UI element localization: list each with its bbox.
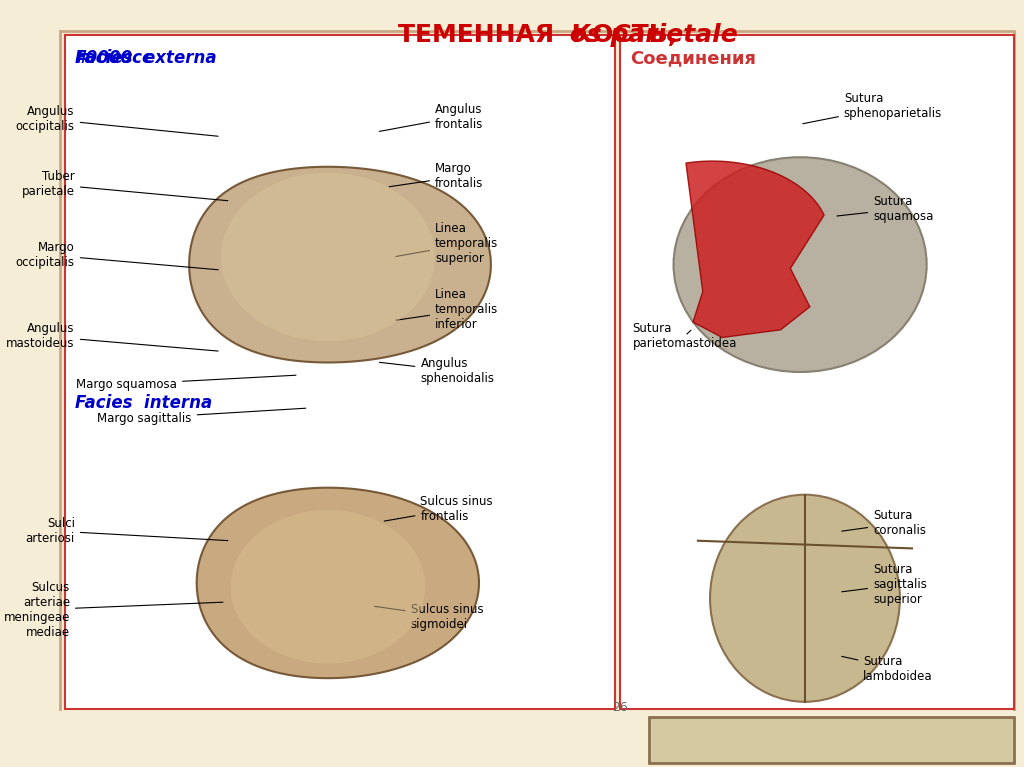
Text: Facies  interna: Facies interna [75,393,212,412]
Text: Linea
temporalis
inferior: Linea temporalis inferior [396,288,499,331]
FancyBboxPatch shape [649,717,1014,763]
Text: Sutura
coronalis: Sutura coronalis [842,509,926,537]
Text: Sutura
parietomastoidea: Sutura parietomastoidea [633,322,737,350]
Text: Sulcus sinus
sigmoidei: Sulcus sinus sigmoidei [375,603,483,630]
Text: КОСТИ  МОЗГОВОГО  ЧЕРЕПА: КОСТИ МОЗГОВОГО ЧЕРЕПА [700,732,958,747]
Ellipse shape [230,510,425,663]
Text: Sutura
sphenoparietalis: Sutura sphenoparietalis [803,92,942,123]
Bar [50,711,1024,767]
Text: Sulcus
arteriae
meningeae
mediae: Sulcus arteriae meningeae mediae [4,581,223,639]
Text: Facies  externa: Facies externa [75,49,216,67]
FancyBboxPatch shape [620,35,1014,709]
Text: 26: 26 [612,701,628,713]
Text: Angulus
frontalis: Angulus frontalis [379,103,483,131]
Text: ТЕМЕННАЯ  КОСТЬ,: ТЕМЕННАЯ КОСТЬ, [397,22,677,47]
FancyBboxPatch shape [66,35,615,709]
FancyBboxPatch shape [60,31,1014,713]
Text: Angulus
mastoideus: Angulus mastoideus [6,322,218,351]
Text: #0000cc: #0000cc [75,49,153,67]
Text: Margo sagittalis: Margo sagittalis [97,408,306,424]
Text: Linea
temporalis
superior: Linea temporalis superior [396,222,499,265]
Text: os parietale: os parietale [561,22,737,47]
Text: Sulcus sinus
frontalis: Sulcus sinus frontalis [384,495,494,522]
Polygon shape [189,166,490,363]
Text: Margo squamosa: Margo squamosa [76,375,296,390]
Text: Sulci
arteriosi: Sulci arteriosi [26,517,227,545]
Text: Angulus
occipitalis: Angulus occipitalis [15,105,218,137]
Text: Margo
occipitalis: Margo occipitalis [15,241,218,270]
Text: Margo
frontalis: Margo frontalis [389,163,483,190]
Polygon shape [686,161,824,337]
Ellipse shape [221,173,435,341]
Text: Цехмистренко Т.А. Занятие ДОТ «Кости мозгового черепа», часть 1: Цехмистренко Т.А. Занятие ДОТ «Кости моз… [70,734,470,745]
Ellipse shape [710,495,900,702]
Text: Tuber
parietale: Tuber parietale [22,170,227,201]
Text: Соединения: Соединения [630,49,756,67]
Text: Sutura
squamosa: Sutura squamosa [837,195,934,222]
Text: Sutura
sagittalis
superior: Sutura sagittalis superior [842,563,927,606]
Polygon shape [197,488,479,678]
Text: Angulus
sphenoidalis: Angulus sphenoidalis [379,357,495,385]
Ellipse shape [674,157,927,372]
Text: Sutura
lambdoidea: Sutura lambdoidea [842,655,933,683]
